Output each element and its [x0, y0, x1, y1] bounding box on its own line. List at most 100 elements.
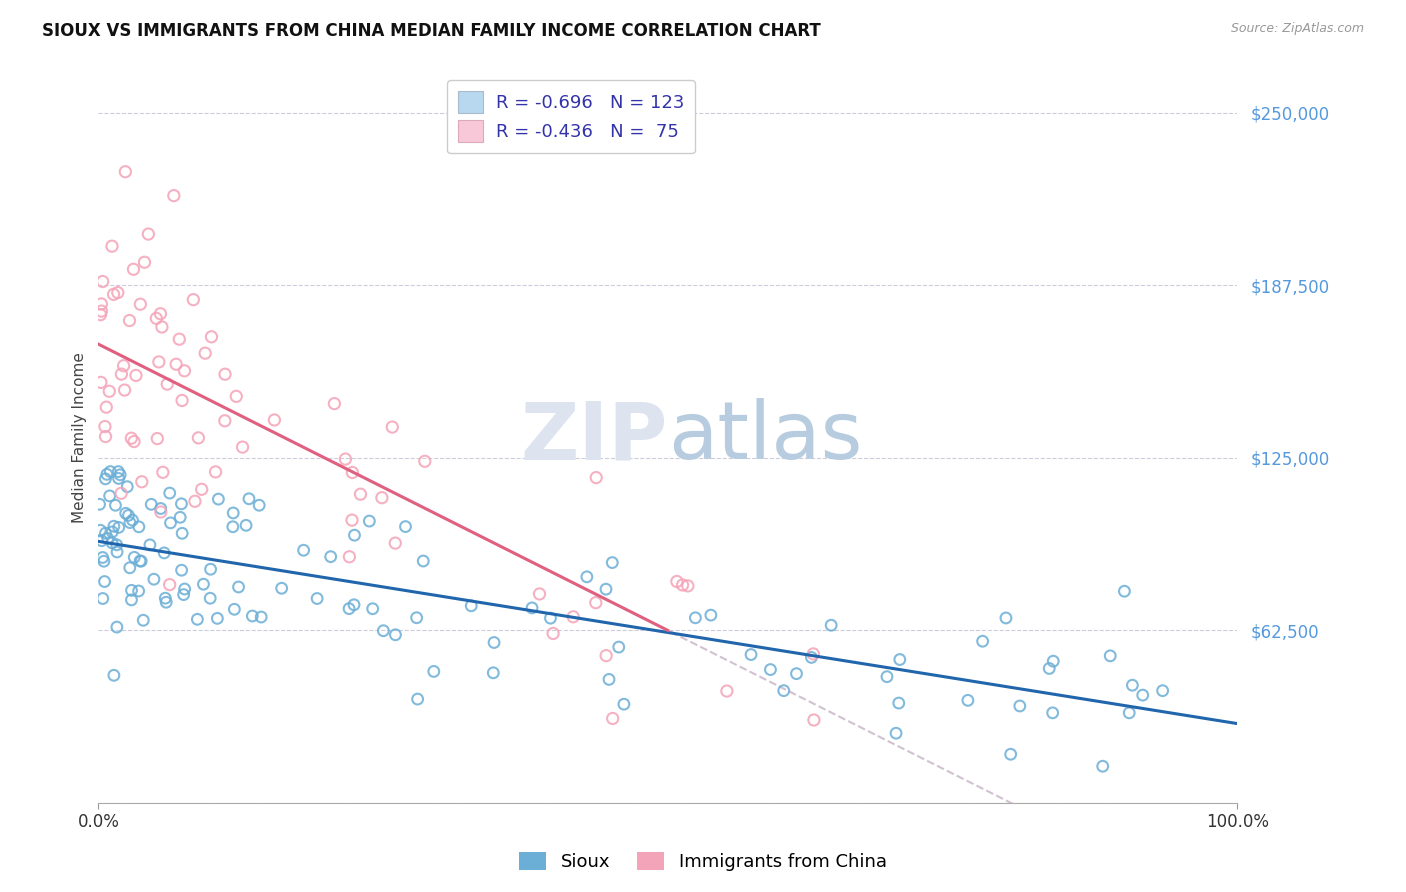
Point — [319, 549, 342, 564]
Point — [307, 591, 329, 606]
Point — [121, 593, 143, 607]
Point — [225, 389, 247, 403]
Point — [94, 419, 117, 434]
Point — [90, 533, 112, 548]
Point — [406, 692, 429, 706]
Point — [153, 546, 176, 560]
Legend: Sioux, Immigrants from China: Sioux, Immigrants from China — [512, 845, 894, 879]
Point — [118, 313, 141, 327]
Point — [118, 561, 141, 575]
Point — [131, 475, 153, 489]
Point — [117, 508, 139, 523]
Point — [1099, 648, 1122, 663]
Point — [110, 367, 132, 381]
Point — [125, 368, 148, 383]
Point — [129, 554, 152, 568]
Point — [169, 332, 191, 346]
Point — [595, 582, 617, 597]
Point — [170, 563, 193, 577]
Point — [152, 465, 174, 479]
Point — [270, 581, 292, 595]
Point — [460, 599, 482, 613]
Point — [122, 262, 145, 277]
Point — [373, 624, 395, 638]
Point — [207, 611, 229, 625]
Point — [163, 188, 186, 202]
Point — [124, 550, 146, 565]
Point — [482, 665, 505, 680]
Point — [96, 467, 118, 482]
Point — [876, 670, 898, 684]
Point — [600, 556, 623, 570]
Point — [101, 536, 124, 550]
Point — [602, 711, 624, 725]
Point — [1000, 747, 1022, 762]
Point — [292, 543, 315, 558]
Point — [222, 520, 245, 534]
Point — [159, 577, 181, 591]
Point — [250, 610, 273, 624]
Point — [665, 574, 688, 589]
Point — [214, 368, 236, 382]
Point — [94, 526, 117, 541]
Point — [134, 255, 156, 269]
Point — [1091, 759, 1114, 773]
Text: Source: ZipAtlas.com: Source: ZipAtlas.com — [1230, 22, 1364, 36]
Point — [323, 396, 346, 410]
Point — [716, 684, 738, 698]
Point — [165, 357, 187, 371]
Point — [238, 491, 260, 506]
Legend: R = -0.696   N = 123, R = -0.436   N =  75: R = -0.696 N = 123, R = -0.436 N = 75 — [447, 80, 695, 153]
Point — [173, 364, 195, 378]
Point — [1152, 683, 1174, 698]
Y-axis label: Median Family Income: Median Family Income — [72, 351, 87, 523]
Point — [90, 297, 112, 311]
Point — [170, 497, 193, 511]
Point — [222, 506, 245, 520]
Point — [190, 483, 212, 497]
Point — [371, 491, 394, 505]
Text: SIOUX VS IMMIGRANTS FROM CHINA MEDIAN FAMILY INCOME CORRELATION CHART: SIOUX VS IMMIGRANTS FROM CHINA MEDIAN FA… — [42, 22, 821, 40]
Point — [887, 696, 910, 710]
Point — [349, 487, 371, 501]
Point — [141, 497, 163, 511]
Point — [169, 510, 191, 524]
Point — [128, 520, 150, 534]
Point — [91, 591, 114, 606]
Point — [343, 528, 366, 542]
Point — [122, 434, 145, 449]
Point — [759, 663, 782, 677]
Point — [529, 587, 551, 601]
Point — [89, 308, 111, 322]
Point — [93, 554, 115, 568]
Point — [172, 393, 194, 408]
Point — [114, 165, 136, 179]
Point — [263, 413, 285, 427]
Point — [359, 514, 381, 528]
Point — [820, 618, 842, 632]
Point — [598, 673, 620, 687]
Point — [138, 227, 160, 241]
Point — [335, 452, 357, 467]
Point — [520, 601, 543, 615]
Point — [146, 432, 169, 446]
Point — [337, 549, 360, 564]
Point — [235, 518, 257, 533]
Text: ZIP: ZIP — [520, 398, 668, 476]
Point — [207, 492, 229, 507]
Point — [785, 666, 807, 681]
Point — [173, 582, 195, 596]
Point — [1132, 688, 1154, 702]
Point — [972, 634, 994, 648]
Point — [97, 532, 120, 546]
Point — [107, 471, 129, 485]
Point — [540, 611, 562, 625]
Point — [562, 609, 585, 624]
Point — [129, 297, 152, 311]
Point — [156, 377, 179, 392]
Point — [105, 620, 128, 634]
Point — [889, 652, 911, 666]
Point — [107, 520, 129, 534]
Point — [94, 429, 117, 443]
Point — [103, 668, 125, 682]
